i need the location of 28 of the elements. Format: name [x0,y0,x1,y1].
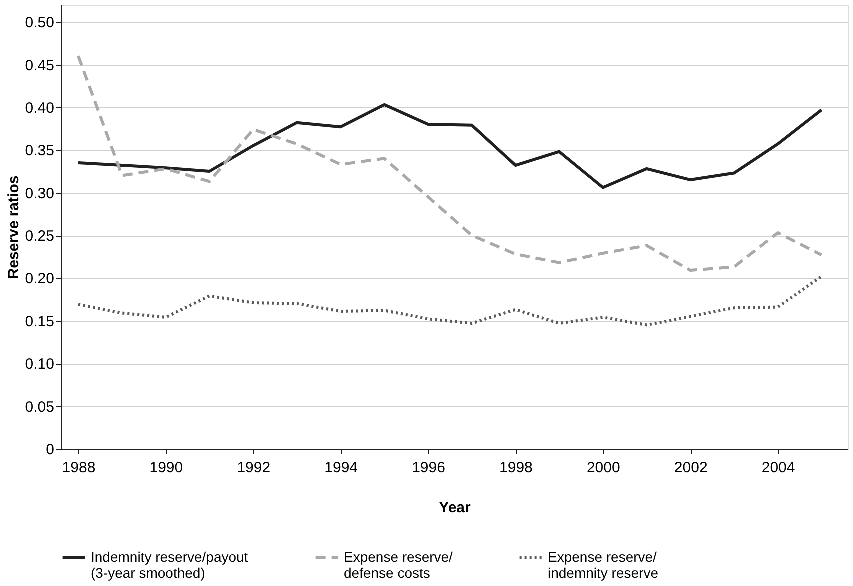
x-tick-label: 1996 [412,460,446,476]
y-tick-label: 0.10 [25,356,54,374]
y-tick-label: 0 [46,442,54,458]
line-series [76,54,824,272]
x-tick-label: 2002 [674,460,708,476]
legend-label: Expense reserve/ defense costs [344,549,454,581]
y-tick-label: 0.40 [25,100,54,117]
x-axis-title: Year [439,500,472,516]
y-tick-label: 0.25 [25,228,54,246]
x-tick-label: 1990 [150,460,184,476]
y-tick-label: 0.15 [25,313,54,330]
y-tick-label: 0.20 [25,270,54,288]
legend-label: Indemnity reserve/payout (3-year smoothed) [91,549,248,581]
y-tick-label: 0.45 [25,57,54,74]
x-tick-label: 1998 [500,460,533,476]
line-series [76,103,824,190]
x-tick-label: 1992 [237,460,271,476]
line-series [76,275,824,327]
y-tick-label: 0.35 [25,142,54,160]
y-tick-label: 0.50 [25,14,54,32]
x-tick-label: 1988 [62,460,96,476]
y-axis-title: Reserve ratios [5,176,22,280]
legend-label: Expense reserve/ indemnity reserve [548,549,659,581]
x-tick-label: 2004 [762,460,796,476]
x-tick-label: 2000 [586,460,620,476]
y-tick-label: 0.05 [25,398,54,416]
y-tick-label: 0.30 [25,185,54,202]
x-tick-label: 1994 [324,460,358,476]
